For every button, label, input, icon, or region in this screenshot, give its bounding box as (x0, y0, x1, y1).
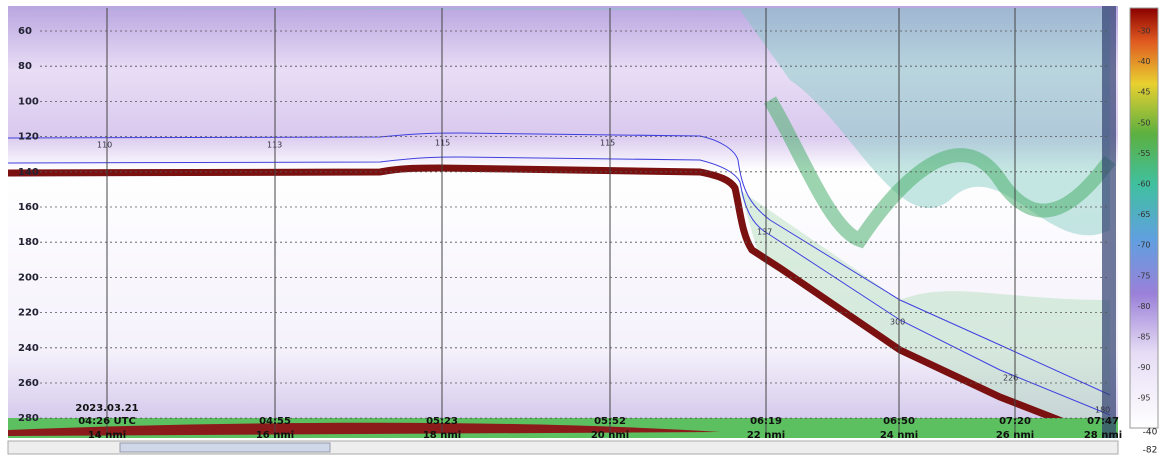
depth-label: 240 (18, 343, 39, 354)
scale-label: -70 (1137, 241, 1150, 250)
contour-line (7, 132, 1111, 396)
edge-strip (1102, 6, 1116, 438)
depth-label: 140 (18, 167, 39, 178)
time-label: 05:52 (594, 416, 626, 427)
fish-layer (8, 8, 1110, 236)
contour-label: 137 (757, 228, 772, 237)
time-label: 04:26 UTC (78, 416, 136, 427)
scale-label: -30 (1137, 27, 1150, 36)
contour-label: 180 (1095, 406, 1110, 415)
seabed-line (7, 164, 1092, 436)
scroll-thumb[interactable] (119, 442, 331, 453)
depth-label: 160 (18, 202, 39, 213)
time-label: 05:23 (426, 416, 458, 427)
time-label: 06:50 (883, 416, 915, 427)
distance-label: 16 nmi (256, 430, 294, 441)
contour-label: 226 (1003, 374, 1018, 383)
scale-label: -80 (1137, 302, 1150, 311)
depth-label: 260 (18, 378, 39, 389)
scale-bound: -40 (1143, 428, 1158, 438)
scale-label: -45 (1137, 88, 1150, 97)
bottom-scatter (740, 190, 1110, 438)
scale-label: -50 (1137, 118, 1150, 127)
depth-label: 80 (18, 61, 32, 72)
time-label: 07:47 (1087, 416, 1119, 427)
time-label: 07:20 (999, 416, 1031, 427)
distance-label: 14 nmi (88, 430, 126, 441)
bottom-echo (8, 422, 720, 436)
contour-label: 115 (435, 139, 450, 148)
scale-bound: -82 (1143, 446, 1158, 456)
scale-label: -40 (1137, 57, 1150, 66)
depth-label: 220 (18, 308, 39, 319)
scale-label: -65 (1137, 210, 1150, 219)
contour-label: 115 (600, 139, 615, 148)
contour-line (7, 156, 1111, 416)
distance-label: 20 nmi (591, 430, 629, 441)
scale-label: -60 (1137, 180, 1150, 189)
time-label: 06:19 (750, 416, 782, 427)
contour-label: 110 (97, 141, 112, 150)
scale-label: -95 (1137, 394, 1150, 403)
distance-label: 22 nmi (747, 430, 785, 441)
contour-label: 113 (267, 141, 282, 150)
date-label: 2023.03.21 (75, 403, 138, 414)
depth-label: 100 (18, 96, 39, 107)
scale-label: -90 (1137, 363, 1150, 372)
distance-label: 26 nmi (996, 430, 1034, 441)
scatter-layer (763, 96, 1116, 249)
depth-label: 200 (18, 272, 39, 283)
scale-label: -55 (1137, 149, 1150, 158)
distance-label: 28 nmi (1084, 430, 1122, 441)
scale-label: -75 (1137, 271, 1150, 280)
depth-label: 60 (18, 26, 32, 37)
distance-label: 18 nmi (423, 430, 461, 441)
depth-label: 120 (18, 132, 39, 143)
distance-label: 24 nmi (880, 430, 918, 441)
depth-label: 180 (18, 237, 39, 248)
scale-label: -85 (1137, 333, 1150, 342)
color-scale (1129, 7, 1159, 429)
depth-label: 280 (18, 413, 39, 424)
time-label: 04:55 (259, 416, 291, 427)
contour-label: 300 (890, 318, 905, 327)
